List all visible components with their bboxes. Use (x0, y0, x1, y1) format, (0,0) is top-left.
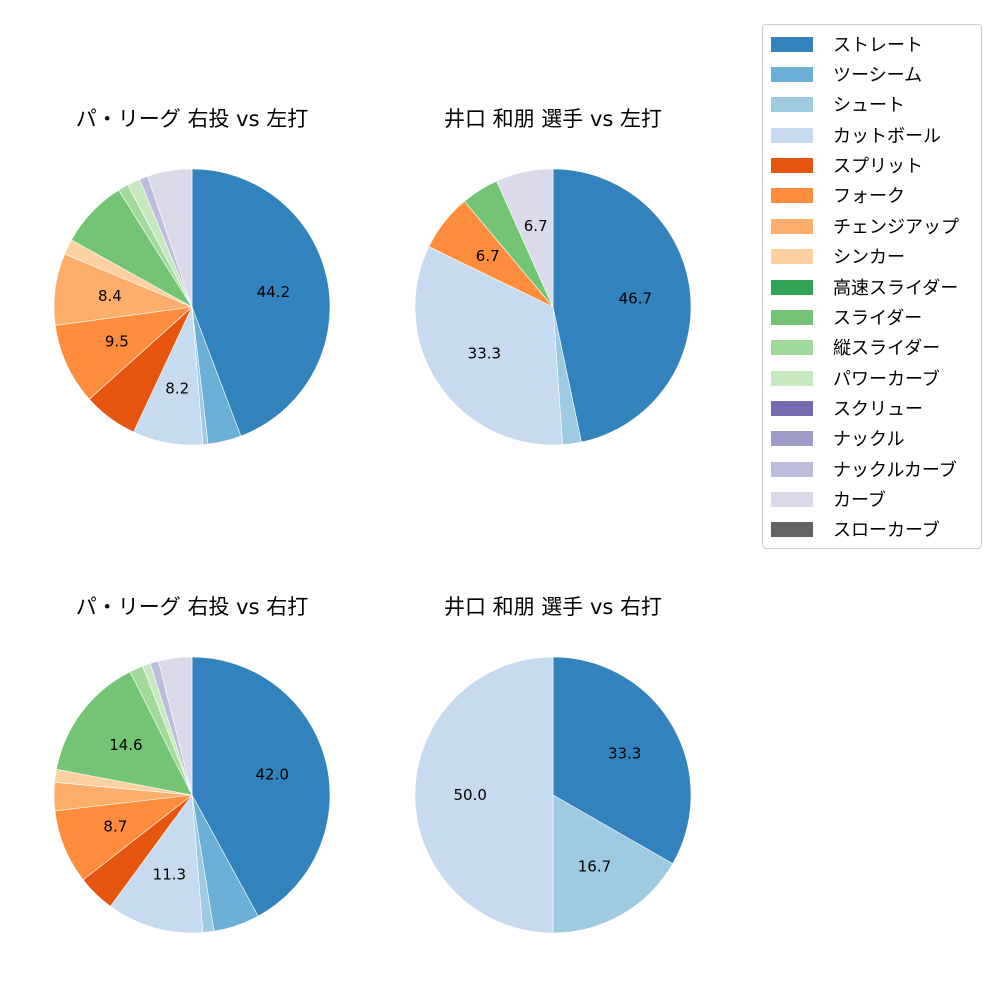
legend-label: パワーカーブ (833, 369, 940, 390)
legend-item: スクリュー (771, 396, 923, 420)
legend-label: スライダー (833, 308, 923, 329)
legend-label: カーブ (833, 490, 886, 511)
legend-swatch (771, 127, 813, 143)
slice-label: 46.7 (619, 289, 652, 307)
slice-label: 8.7 (103, 817, 127, 835)
legend-label: スプリット (833, 156, 923, 177)
legend-swatch (771, 157, 813, 173)
legend-swatch (771, 430, 813, 446)
slice-label: 50.0 (453, 786, 486, 804)
slice-label: 16.7 (578, 858, 611, 876)
legend-label: ナックルカーブ (833, 460, 957, 481)
legend-item: ナックル (771, 426, 904, 450)
legend-item: ストレート (771, 32, 923, 56)
legend-swatch (771, 248, 813, 264)
slice-label: 6.7 (524, 217, 548, 235)
chart-title: 井口 和朋 選手 vs 右打 (443, 595, 663, 619)
pie-slice (191, 168, 331, 437)
legend-swatch (771, 309, 813, 325)
pie-slice (54, 306, 193, 400)
legend-label: シュート (833, 95, 905, 116)
legend-label: スローカーブ (833, 520, 940, 541)
slice-label: 9.5 (105, 333, 129, 351)
pie: 42.0 11.3 8.7 14.6 (53, 656, 331, 934)
legend-item: 高速スライダー (771, 275, 958, 299)
slice-label: 8.4 (98, 287, 122, 305)
legend: ストレート ツーシーム シュート カットボール スプリット フォーク チェンジア… (762, 24, 982, 549)
legend-label: シンカー (833, 247, 905, 268)
legend-label: フォーク (833, 186, 905, 207)
slice-label: 6.7 (476, 247, 500, 265)
pie-slice (552, 168, 692, 443)
legend-swatch (771, 370, 813, 386)
pie-slice (414, 656, 554, 934)
legend-item: 縦スライダー (771, 335, 940, 359)
legend-item: ナックルカーブ (771, 457, 957, 481)
legend-item: ツーシーム (771, 62, 922, 86)
legend-swatch (771, 66, 813, 82)
legend-swatch (771, 36, 813, 52)
legend-item: スライダー (771, 305, 922, 329)
legend-swatch (771, 491, 813, 507)
legend-swatch (771, 279, 813, 295)
legend-label: チェンジアップ (833, 217, 959, 238)
slice-label: 33.3 (608, 745, 641, 763)
legend-swatch (771, 521, 813, 537)
legend-item: スローカーブ (771, 517, 940, 541)
legend-label: ツーシーム (833, 65, 923, 86)
pie: 44.2 8.2 9.5 8.4 (53, 168, 331, 446)
pie-chart-league-rhp-vs-rhb: パ・リーグ 右投 vs 右打 42.0 11.3 8.7 14.6 (0, 0, 380, 1000)
pie-slice (110, 794, 204, 934)
pie-chart-league-rhp-vs-lhb: パ・リーグ 右投 vs 左打 44.2 8.2 9.5 8.4 (0, 0, 380, 490)
pie-slice (191, 656, 331, 917)
pie: 33.3 16.7 50.0 (414, 656, 692, 934)
legend-swatch (771, 461, 813, 477)
legend-swatch (771, 400, 813, 416)
legend-label: スクリュー (833, 399, 923, 420)
pie-slice (496, 168, 554, 308)
legend-item: チェンジアップ (771, 214, 959, 238)
legend-swatch (771, 339, 813, 355)
legend-item: カットボール (771, 123, 941, 147)
pie-slice (552, 794, 674, 934)
pie-slice (414, 246, 563, 446)
slice-label: 14.6 (109, 736, 142, 754)
chart-title: パ・リーグ 右投 vs 左打 (75, 107, 309, 131)
legend-label: ストレート (833, 35, 923, 56)
slice-label: 44.2 (257, 283, 290, 301)
pie-slice (147, 168, 193, 308)
pie-slice (552, 656, 692, 865)
chart-title: 井口 和朋 選手 vs 左打 (443, 107, 663, 131)
pie: 46.7 33.3 6.7 6.7 (414, 168, 692, 446)
legend-label: ナックル (833, 429, 905, 450)
slice-label: 8.2 (165, 379, 189, 397)
legend-item: カーブ (771, 487, 886, 511)
legend-item: スプリット (771, 153, 923, 177)
legend-label: 高速スライダー (833, 278, 959, 299)
slice-label: 33.3 (468, 344, 501, 362)
pie-chart-player-vs-lhb: 井口 和朋 選手 vs 左打 46.7 33.3 6.7 6.7 (0, 0, 740, 490)
legend-swatch (771, 218, 813, 234)
slice-label: 11.3 (153, 866, 186, 884)
legend-item: シンカー (771, 244, 905, 268)
pie-chart-player-vs-rhb: 井口 和朋 選手 vs 右打 33.3 16.7 50.0 (414, 595, 692, 934)
legend-swatch (771, 187, 813, 203)
legend-item: フォーク (771, 183, 905, 207)
slice-label: 42.0 (256, 766, 289, 784)
legend-item: シュート (771, 92, 905, 116)
legend-label: 縦スライダー (833, 338, 941, 359)
legend-item: パワーカーブ (771, 366, 940, 390)
chart-title: パ・リーグ 右投 vs 右打 (75, 595, 309, 619)
pie-slice (158, 656, 193, 796)
legend-swatch (771, 96, 813, 112)
legend-label: カットボール (833, 126, 941, 147)
pie-slice (56, 671, 193, 796)
